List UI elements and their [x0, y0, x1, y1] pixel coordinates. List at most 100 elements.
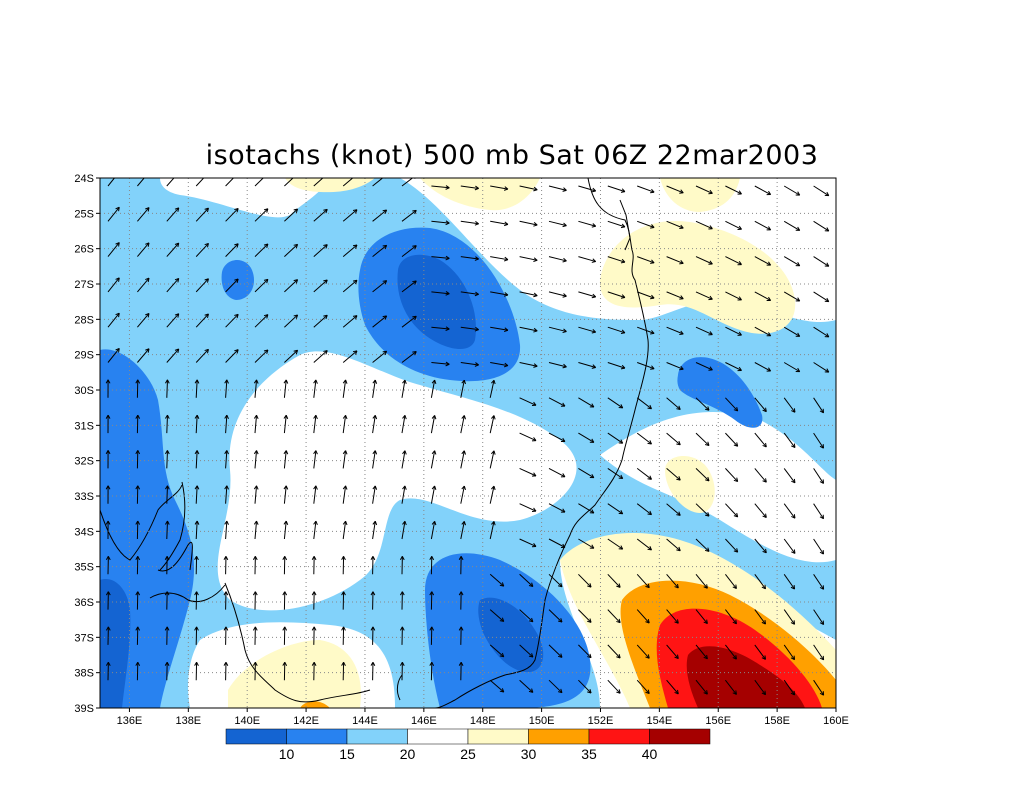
wind-arrow [548, 538, 566, 548]
y-tick-label: 34S [74, 526, 94, 538]
wind-arrow [460, 450, 466, 469]
wind-arrow [135, 379, 141, 398]
wind-arrow [754, 362, 772, 372]
wind-arrow [254, 278, 269, 293]
wind-arrow [137, 207, 150, 222]
wind-arrow [725, 397, 739, 412]
wind-arrow [578, 503, 595, 514]
wind-arrow [489, 521, 496, 540]
wind-arrow [754, 256, 772, 266]
wind-arrow [372, 379, 378, 398]
wind-arrow [607, 644, 621, 659]
wind-arrow [430, 520, 437, 540]
wind-arrow [519, 573, 534, 587]
wind-arrow [342, 279, 358, 293]
wind-arrow [637, 326, 655, 335]
wind-arrow [636, 573, 650, 589]
wind-arrow [666, 679, 679, 695]
wind-arrow [578, 467, 595, 479]
wind-arrow [194, 626, 199, 645]
wind-arrow [607, 538, 624, 550]
isotach-fill-20-25 [217, 351, 577, 611]
wind-arrow [372, 485, 378, 504]
wind-arrow [695, 185, 713, 195]
wind-arrow [225, 243, 239, 257]
wind-arrow [342, 485, 348, 504]
wind-arrow [666, 468, 681, 481]
wind-arrow [695, 468, 710, 482]
wind-arrow [401, 485, 407, 504]
wind-arrow [166, 313, 180, 328]
wind-arrow [370, 661, 376, 681]
wind-arrow [164, 379, 170, 398]
y-tick-label: 39S [74, 703, 94, 715]
y-tick-label: 38S [74, 668, 94, 680]
wind-arrow [164, 485, 170, 504]
isotach-fill-below-10 [397, 254, 476, 350]
wind-arrow [342, 520, 348, 540]
wind-arrow [225, 313, 239, 328]
wind-arrow [783, 326, 801, 337]
wind-arrow [637, 185, 655, 194]
wind-arrow [490, 291, 509, 297]
wind-arrow [282, 591, 288, 610]
wind-arrow [813, 326, 830, 338]
wind-arrow [460, 362, 479, 367]
wind-arrow [135, 556, 141, 575]
wind-arrow [754, 291, 772, 301]
wind-arrow [166, 348, 180, 363]
wind-arrow [548, 256, 567, 263]
wind-arrow [252, 556, 258, 575]
wind-arrow [166, 207, 180, 222]
wind-arrow [313, 485, 318, 504]
wind-arrow [813, 644, 825, 661]
wind-arrow [754, 644, 767, 660]
wind-arrow [460, 291, 479, 297]
wind-arrow [607, 185, 626, 193]
isotach-fill-30-35 [300, 701, 330, 708]
wind-arrow [107, 178, 116, 187]
wind-arrow [754, 538, 767, 554]
wind-arrow [695, 256, 713, 265]
wind-arrow [725, 468, 739, 483]
wind-arrow [105, 591, 111, 610]
wind-arrow [813, 468, 825, 484]
wind-arrow [666, 644, 679, 660]
wind-arrow [370, 591, 376, 610]
wind-arrow [754, 397, 767, 413]
wind-arrow [666, 609, 679, 624]
wind-arrow [695, 503, 710, 517]
wind-arrow [578, 397, 595, 408]
wind-arrow [195, 348, 209, 363]
isotach-fill-25-30 [228, 640, 361, 708]
wind-arrow [636, 432, 652, 445]
x-tick-label: 146E [411, 715, 437, 727]
wind-arrow [430, 485, 437, 504]
wind-arrow [313, 450, 318, 469]
wind-arrow [284, 243, 299, 257]
wind-arrow [666, 291, 684, 300]
x-tick-label: 140E [234, 715, 260, 727]
wind-arrow [372, 178, 386, 187]
wind-arrow [489, 379, 496, 398]
wind-arrow [636, 609, 650, 624]
x-tick-label: 148E [470, 715, 496, 727]
wind-arrow [754, 574, 767, 590]
wind-arrow [578, 573, 592, 588]
wind-arrow [754, 326, 772, 337]
wind-arrow [253, 414, 259, 434]
wind-arrow [813, 538, 825, 555]
wind-arrow [135, 414, 141, 434]
wind-arrow [194, 520, 200, 540]
x-tick-label: 160E [823, 715, 849, 727]
wind-arrow [725, 644, 737, 660]
wind-arrow [519, 538, 537, 548]
wind-arrow [164, 591, 170, 610]
y-tick-label: 26S [74, 244, 94, 256]
wind-arrow [194, 661, 199, 681]
wind-arrow [401, 209, 417, 222]
wind-arrow [695, 220, 713, 230]
wind-arrow [431, 220, 450, 226]
wind-arrow [754, 609, 767, 625]
